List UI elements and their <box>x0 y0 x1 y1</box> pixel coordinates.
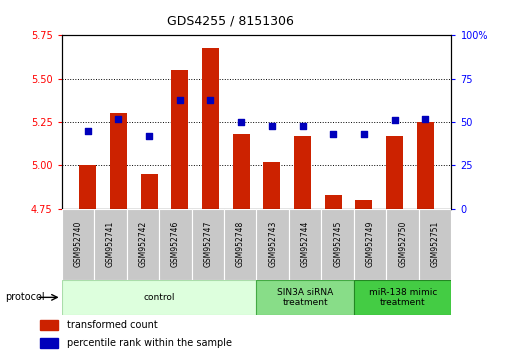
Text: GSM952742: GSM952742 <box>139 221 147 267</box>
Bar <box>171 70 188 209</box>
Text: control: control <box>143 293 175 302</box>
Bar <box>325 195 342 209</box>
Text: GSM952751: GSM952751 <box>431 221 440 267</box>
Point <box>360 131 368 137</box>
Point <box>421 116 429 121</box>
Bar <box>62 280 256 315</box>
Bar <box>110 114 127 209</box>
Point <box>175 97 184 102</box>
Bar <box>256 280 354 315</box>
Text: GSM952746: GSM952746 <box>171 221 180 268</box>
Bar <box>94 209 127 280</box>
Bar <box>191 209 224 280</box>
Bar <box>294 136 311 209</box>
Bar <box>127 209 159 280</box>
Bar <box>40 320 58 330</box>
Bar <box>256 209 289 280</box>
Bar <box>386 136 403 209</box>
Point <box>114 116 123 121</box>
Point <box>329 131 338 137</box>
Text: miR-138 mimic
treatment: miR-138 mimic treatment <box>368 288 437 307</box>
Point <box>268 123 276 129</box>
Bar <box>289 209 322 280</box>
Text: GDS4255 / 8151306: GDS4255 / 8151306 <box>167 14 294 27</box>
Point <box>145 133 153 139</box>
Bar <box>141 174 157 209</box>
Bar <box>40 338 58 348</box>
Point <box>206 97 214 102</box>
Text: GSM952744: GSM952744 <box>301 221 310 268</box>
Point <box>237 119 245 125</box>
Text: GSM952750: GSM952750 <box>398 221 407 268</box>
Point <box>84 128 92 133</box>
Text: GSM952741: GSM952741 <box>106 221 115 267</box>
Text: GSM952745: GSM952745 <box>333 221 342 268</box>
Bar <box>386 209 419 280</box>
Point <box>299 123 307 129</box>
Text: protocol: protocol <box>5 292 45 302</box>
Text: GSM952740: GSM952740 <box>73 221 82 268</box>
Bar <box>419 209 451 280</box>
Bar <box>263 162 280 209</box>
Text: GSM952749: GSM952749 <box>366 221 374 268</box>
Bar <box>417 122 433 209</box>
Bar <box>233 134 250 209</box>
Bar <box>354 280 451 315</box>
Bar <box>354 209 386 280</box>
Bar <box>159 209 191 280</box>
Bar <box>356 200 372 209</box>
Text: GSM952748: GSM952748 <box>236 221 245 267</box>
Bar <box>322 209 354 280</box>
Text: transformed count: transformed count <box>67 320 157 330</box>
Text: GSM952747: GSM952747 <box>203 221 212 268</box>
Text: GSM952743: GSM952743 <box>268 221 277 268</box>
Bar <box>80 166 96 209</box>
Point <box>390 118 399 123</box>
Text: percentile rank within the sample: percentile rank within the sample <box>67 338 232 348</box>
Bar <box>202 47 219 209</box>
Text: SIN3A siRNA
treatment: SIN3A siRNA treatment <box>277 288 333 307</box>
Bar <box>62 209 94 280</box>
Bar <box>224 209 256 280</box>
